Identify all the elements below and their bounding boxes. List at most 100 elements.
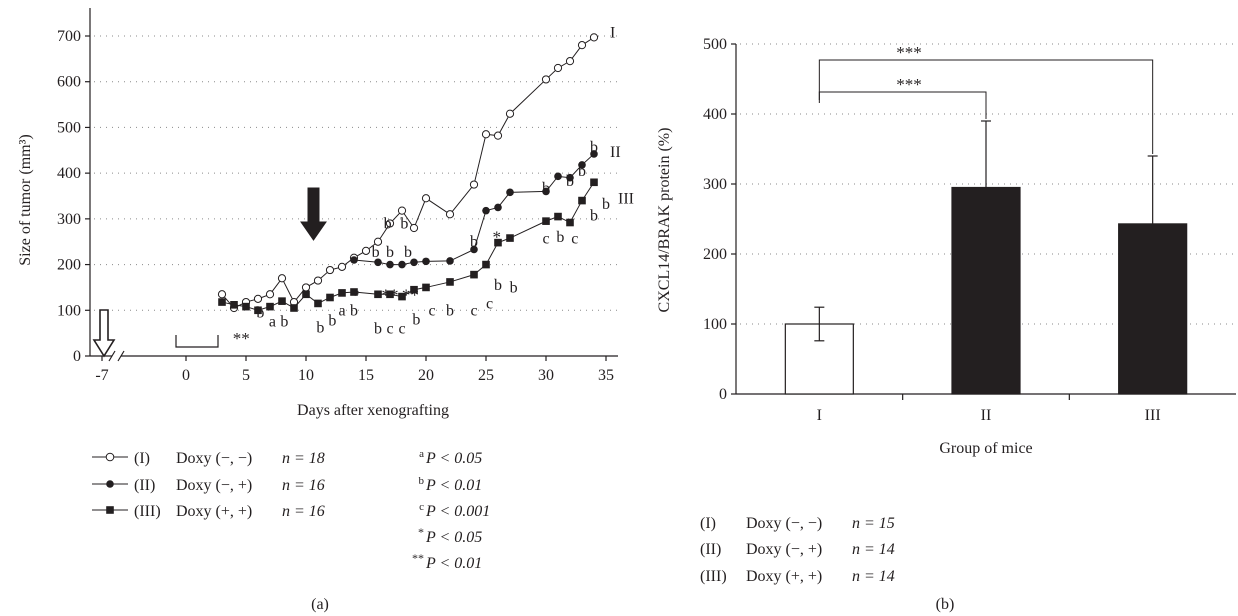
a-point-I <box>493 131 503 140</box>
b-x-axis-label: Group of mice <box>939 440 1032 457</box>
note-sup-double-star: ** <box>412 551 424 565</box>
note-sup-c: c <box>419 501 424 513</box>
a-point-III <box>566 218 574 227</box>
a-significance-star: * <box>493 228 502 247</box>
a-point-II <box>590 150 598 158</box>
svg-text:a: a <box>419 448 424 460</box>
a-significance-letter: b <box>374 321 382 338</box>
b-legend: (I) Doxy (−, −) n = 15 (II) Doxy (−, +) … <box>700 515 895 585</box>
a-point-III <box>374 290 382 299</box>
a-series-end-label: II <box>610 144 621 161</box>
a-axes <box>89 8 618 362</box>
a-x-axis-label: Days after xenografting <box>297 402 449 419</box>
a-point-III <box>338 289 346 297</box>
a-significance-letter: b <box>350 302 358 319</box>
a-early-bracket <box>175 335 219 348</box>
a-significance-letter: b <box>590 208 598 225</box>
a-point-I <box>361 246 371 255</box>
a-point-I <box>541 75 551 84</box>
a-series-line-II <box>353 153 595 266</box>
b-legend-label-1: (I) <box>700 515 716 532</box>
a-x-tick-label: 35 <box>598 367 614 384</box>
b-bar-III <box>1118 223 1188 395</box>
a-legend-desc-2: Doxy (−, +) <box>176 477 252 494</box>
a-significance-letter: b <box>372 244 380 261</box>
a-significance-letter: b <box>470 234 478 251</box>
a-point-I <box>553 63 563 73</box>
a-point-I <box>577 41 587 50</box>
a-point-I <box>277 274 287 283</box>
a-point-II <box>554 172 562 181</box>
a-legend-item-3: (III) Doxy (+, +) n = 16 <box>92 503 325 520</box>
a-significance-letter: b <box>400 215 408 232</box>
a-point-I <box>397 206 407 215</box>
b-y-tick-label: 200 <box>703 246 727 263</box>
a-point-II <box>398 260 406 269</box>
a-x-tick-label: 0 <box>182 367 190 384</box>
a-significance-letter: b <box>494 277 502 294</box>
a-point-III <box>542 217 550 225</box>
open-circle-marker-icon <box>105 452 115 462</box>
a-significance-letter: a <box>269 314 276 331</box>
b-y-tick-label: 100 <box>703 316 727 333</box>
a-significance-letter: c <box>486 295 493 312</box>
a-point-III <box>410 285 418 294</box>
a-point-I <box>337 262 347 271</box>
a-significance-star: ** <box>382 286 399 305</box>
a-point-I <box>325 265 335 275</box>
a-point-III <box>554 212 562 221</box>
a-legend-item-1: (I) Doxy (−, −) n = 18 <box>92 450 325 467</box>
a-y-tick-label: 0 <box>73 348 81 365</box>
a-point-III <box>578 196 586 205</box>
a-point-III <box>446 278 454 286</box>
a-point-III <box>590 178 598 187</box>
svg-text:**: ** <box>412 551 424 565</box>
a-significance-letter: b <box>404 244 412 261</box>
a-point-III <box>422 283 430 292</box>
a-significance-letter: b <box>446 302 454 319</box>
a-legend-label-3: (III) <box>134 503 161 520</box>
a-point-I <box>589 33 599 42</box>
a-point-II <box>542 187 550 196</box>
a-point-II <box>350 256 358 264</box>
a-point-I <box>217 290 227 299</box>
note-sup-a: a <box>419 448 424 460</box>
filled-square-marker-icon <box>106 506 114 514</box>
a-y-tick-label: 400 <box>57 165 81 182</box>
a-point-I <box>565 57 575 66</box>
a-significance-letter: b <box>556 229 564 246</box>
a-point-III <box>398 292 406 301</box>
a-point-I <box>505 109 515 118</box>
a-significance-stars: * ** ***** <box>233 228 501 348</box>
a-point-III <box>266 302 274 311</box>
a-significance-letter: b <box>280 314 288 331</box>
svg-text:*: * <box>418 525 424 539</box>
b-comparison-bracket <box>818 59 1154 154</box>
note-sup-b: b <box>419 475 425 487</box>
a-point-II <box>470 245 478 254</box>
a-point-I <box>421 194 431 203</box>
b-y-ticks: 0 100 200 300 400 500 <box>703 36 736 403</box>
a-panel-label: (a) <box>311 596 329 613</box>
a-point-II <box>422 257 430 266</box>
a-point-I <box>409 223 419 233</box>
a-point-I <box>313 276 323 285</box>
a-significance-letter: b <box>384 215 392 232</box>
b-legend-label-2: (II) <box>700 541 721 558</box>
a-significance-letter: a <box>338 302 345 319</box>
a-point-III <box>242 302 250 311</box>
b-x-tick-label: II <box>981 407 992 424</box>
a-y-ticks: 0 100 200 300 400 500 600 700 <box>57 28 90 365</box>
a-point-II <box>482 206 490 215</box>
a-point-II <box>446 257 454 265</box>
svg-text:c: c <box>419 501 424 513</box>
b-comparison-brackets: *** *** <box>818 43 1154 154</box>
a-point-III <box>386 290 394 299</box>
a-point-III <box>350 288 358 296</box>
a-y-tick-label: 500 <box>57 119 81 136</box>
a-y-axis-label: Size of tumor (mm³) <box>17 134 34 265</box>
